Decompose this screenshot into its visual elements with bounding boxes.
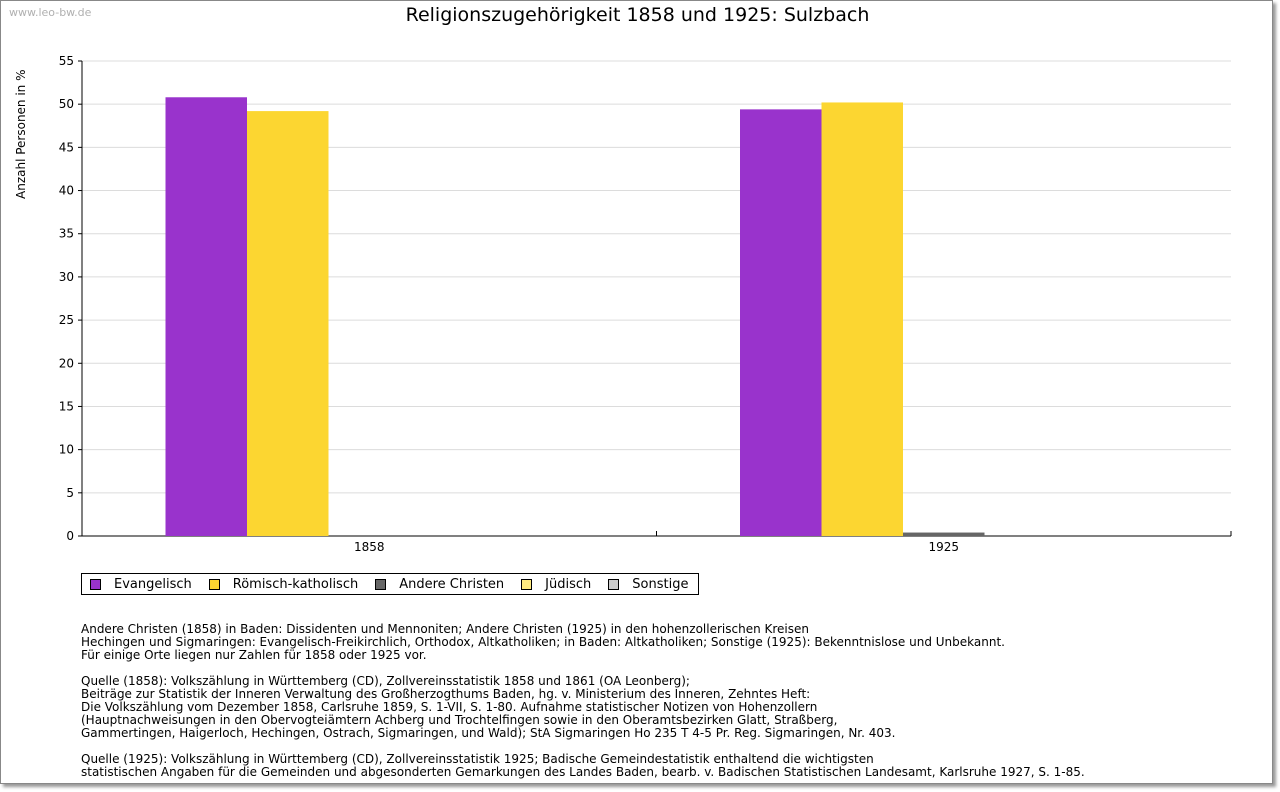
legend-item-sonstige: Sonstige	[608, 577, 688, 592]
note-line: Quelle (1858): Volkszählung in Württembe…	[81, 674, 690, 688]
y-tick-label: 40	[59, 184, 74, 198]
y-tick-label: 55	[59, 54, 74, 68]
bar-chart: 0 5 10 15 20 25 30 35 40 45 50 55 1858 1925	[59, 54, 1232, 554]
note-line: Hechingen und Sigmaringen: Evangelisch-F…	[81, 635, 1005, 649]
y-tick-label: 0	[66, 529, 74, 543]
y-tick-label: 45	[59, 140, 74, 154]
legend-swatch-sonstige	[608, 578, 620, 590]
legend-label-roemisch-katholisch: Römisch-katholisch	[232, 576, 359, 592]
legend-swatch-roemisch-katholisch	[208, 578, 220, 590]
note-line: Beiträge zur Statistik der Inneren Verwa…	[81, 687, 811, 701]
legend-swatch-evangelisch	[90, 578, 101, 590]
y-tick-label: 35	[59, 227, 74, 241]
bar-evangelisch-1925	[740, 109, 822, 536]
y-tick-label: 30	[59, 270, 74, 284]
note-line: statistischen Angaben für die Gemeinden …	[81, 765, 1085, 779]
note-line: Gammertingen, Haigerloch, Hechingen, Ost…	[81, 726, 896, 740]
y-tick-label: 20	[59, 356, 74, 370]
note-line: Quelle (1925): Volkszählung in Württembe…	[81, 752, 874, 766]
chart-title: Religionszugehörigkeit 1858 und 1925: Su…	[405, 4, 870, 26]
watermark: www.leo-bw.de	[9, 6, 92, 19]
legend-label-sonstige: Sonstige	[632, 576, 689, 592]
note-line: Andere Christen (1858) in Baden: Disside…	[81, 622, 809, 636]
y-tick-label: 15	[59, 399, 74, 413]
legend-item-roemisch-katholisch: Römisch-katholisch	[208, 576, 359, 592]
legend-item-andere-christen: Andere Christen	[375, 577, 504, 592]
x-tick-label: 1925	[928, 540, 959, 554]
note-line: (Hauptnachweisungen in den Obervogteiämt…	[81, 713, 838, 727]
legend-item-juedisch: Jüdisch	[521, 577, 591, 592]
legend-label-evangelisch: Evangelisch	[114, 576, 192, 592]
bar-andere-christen-1925	[903, 532, 985, 536]
note-line: Die Volkszählung vom Dezember 1858, Carl…	[81, 700, 818, 714]
chart-notes: Andere Christen (1858) in Baden: Disside…	[81, 610, 1085, 792]
x-tick-label: 1858	[354, 540, 385, 554]
chart-legend: Evangelisch Römisch-katholisch Andere Ch…	[81, 573, 700, 595]
legend-swatch-andere-christen	[375, 578, 387, 590]
bar-r-misch-katholisch-1858	[247, 111, 329, 536]
legend-label-juedisch: Jüdisch	[545, 576, 592, 592]
y-tick-label: 10	[59, 443, 74, 457]
y-tick-label: 5	[66, 486, 74, 500]
legend-swatch-juedisch	[521, 578, 533, 590]
note-line: Für einige Orte liegen nur Zahlen für 18…	[81, 648, 427, 662]
bar-r-misch-katholisch-1925	[821, 102, 903, 537]
bar-evangelisch-1858	[165, 97, 247, 536]
y-tick-label: 25	[59, 313, 74, 327]
y-tick-label: 50	[59, 97, 74, 111]
legend-label-andere-christen: Andere Christen	[399, 576, 505, 592]
legend-item-evangelisch: Evangelisch	[90, 577, 192, 592]
